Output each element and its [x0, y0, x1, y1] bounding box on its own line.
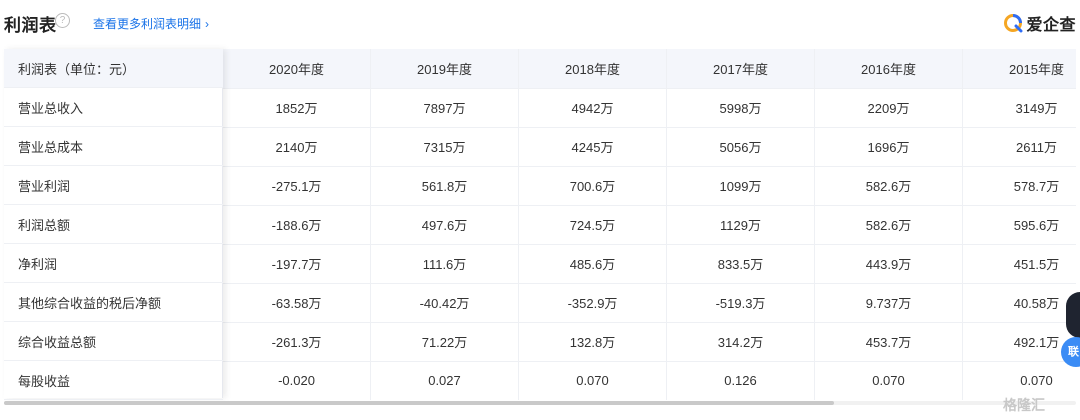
table-cell: 1696万	[815, 127, 963, 166]
question-circle-icon[interactable]: ?	[55, 13, 70, 28]
horizontal-scrollbar-thumb[interactable]	[4, 401, 834, 405]
table-cell: 1129万	[667, 205, 815, 244]
table-cell: 111.6万	[371, 244, 519, 283]
table-cell: 71.22万	[371, 322, 519, 361]
table-cell: 453.7万	[815, 322, 963, 361]
table-cell: -519.3万	[667, 283, 815, 322]
table-cell: 5998万	[667, 88, 815, 127]
table-cell: 578.7万	[963, 166, 1080, 205]
row-label: 每股收益	[4, 361, 223, 400]
table-cell: 595.6万	[963, 205, 1080, 244]
income-statement-table[interactable]: 2020年度 2019年度 2018年度 2017年度 2016年度 2015年度 1852…	[4, 49, 1076, 400]
table-cell: -261.3万	[223, 322, 371, 361]
table-cell: -197.7万	[223, 244, 371, 283]
table-cell: 0.027	[371, 361, 519, 400]
row-label: 利润总额	[4, 205, 223, 244]
floating-panel-tab[interactable]	[1066, 292, 1080, 338]
table-cell: 2611万	[963, 127, 1080, 166]
column-header: 2020年度	[223, 49, 371, 88]
table-cell: -352.9万	[519, 283, 667, 322]
table-cell: 3149万	[963, 88, 1080, 127]
more-details-link[interactable]: 查看更多利润表明细 ›	[93, 15, 209, 32]
table-cell: 724.5万	[519, 205, 667, 244]
row-label: 其他综合收益的税后净额	[4, 283, 223, 322]
table-label-column: 利润表（单位：元） 营业总收入 营业总成本 营业利润 利润总额 净利润 其他综合收益的税后…	[4, 49, 223, 400]
table-cell: 0.070	[963, 361, 1080, 400]
table-cell: 4245万	[519, 127, 667, 166]
table-cell: 485.6万	[519, 244, 667, 283]
row-divider	[4, 322, 1076, 323]
table-cell: 5056万	[667, 127, 815, 166]
column-header: 2017年度	[667, 49, 815, 88]
table-cell: 314.2万	[667, 322, 815, 361]
row-divider	[4, 127, 1076, 128]
brand-logo: 爱企查	[1003, 10, 1076, 36]
row-divider	[4, 244, 1076, 245]
table-cell: 0.070	[815, 361, 963, 400]
table-cell: 561.8万	[371, 166, 519, 205]
row-divider	[4, 166, 1076, 167]
chevron-right-icon: ›	[205, 17, 210, 31]
table-cell: -0.020	[223, 361, 371, 400]
row-label: 营业总成本	[4, 127, 223, 166]
watermark: 格隆汇	[1003, 397, 1045, 413]
page-header: 利润表 ? 查看更多利润表明细 › 爱企查	[0, 0, 1080, 44]
row-divider	[4, 205, 1076, 206]
table-cell: -40.42万	[371, 283, 519, 322]
table-cell: 9.737万	[815, 283, 963, 322]
row-label: 净利润	[4, 244, 223, 283]
table-cell: 582.6万	[815, 166, 963, 205]
row-label: 综合收益总额	[4, 322, 223, 361]
more-details-label: 查看更多利润表明细	[93, 17, 202, 31]
table-cell: 833.5万	[667, 244, 815, 283]
table-cell: 492.1万	[963, 322, 1080, 361]
table-cell: 582.6万	[815, 205, 963, 244]
table-cell: 40.58万	[963, 283, 1080, 322]
row-divider	[4, 361, 1076, 362]
row-divider	[4, 88, 1076, 89]
page-title: 利润表	[4, 16, 57, 35]
table-cell: 4942万	[519, 88, 667, 127]
table-cell: -63.58万	[223, 283, 371, 322]
table-cell: 7315万	[371, 127, 519, 166]
table-cell: 2140万	[223, 127, 371, 166]
table-header-label: 利润表（单位：元）	[4, 49, 223, 88]
table-cell: -188.6万	[223, 205, 371, 244]
column-header: 2015年度	[963, 49, 1080, 88]
table-cell: 1852万	[223, 88, 371, 127]
brand-name: 爱企查	[1026, 17, 1076, 34]
table-cell: 443.9万	[815, 244, 963, 283]
table-cell: 1099万	[667, 166, 815, 205]
table-cell: 497.6万	[371, 205, 519, 244]
table-cell: 451.5万	[963, 244, 1080, 283]
brand-q-icon	[1004, 14, 1023, 33]
table-cell: 2209万	[815, 88, 963, 127]
row-label: 营业利润	[4, 166, 223, 205]
table-cell: 0.126	[667, 361, 815, 400]
column-header: 2016年度	[815, 49, 963, 88]
table-cell: 0.070	[519, 361, 667, 400]
row-divider	[4, 283, 1076, 284]
table-cell: 7897万	[371, 88, 519, 127]
table-cell: 132.8万	[519, 322, 667, 361]
table-cell: -275.1万	[223, 166, 371, 205]
contact-float-button[interactable]: 联	[1061, 337, 1080, 367]
row-label: 营业总收入	[4, 88, 223, 127]
table-cell: 700.6万	[519, 166, 667, 205]
column-header: 2018年度	[519, 49, 667, 88]
column-header: 2019年度	[371, 49, 519, 88]
